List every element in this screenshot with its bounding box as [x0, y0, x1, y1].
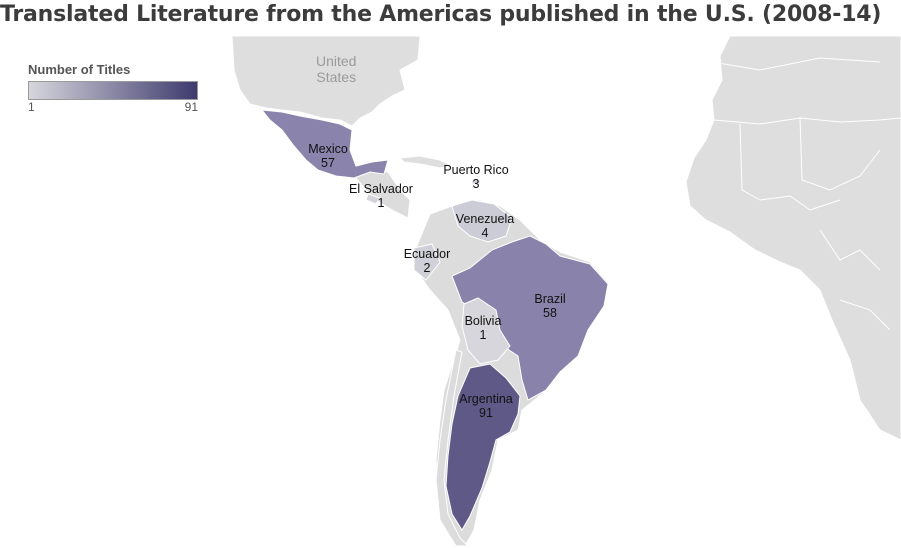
- legend-title: Number of Titles: [28, 62, 131, 77]
- label-brazil-value: 58: [543, 306, 557, 320]
- label-mexico-name: Mexico: [308, 142, 348, 156]
- label-ecuador-name: Ecuador: [403, 247, 451, 261]
- region-argentina[interactable]: [445, 363, 521, 531]
- label-puerto-rico-name: Puerto Rico: [443, 163, 509, 177]
- label-argentina-value: 91: [479, 406, 493, 420]
- label-el-salvador: El Salvador 1: [349, 182, 413, 210]
- label-bolivia-value: 1: [479, 328, 487, 342]
- label-venezuela-name: Venezuela: [455, 212, 515, 226]
- region-ecuador[interactable]: [413, 243, 441, 281]
- label-el-salvador-name: El Salvador: [349, 182, 413, 196]
- land-chile: [435, 349, 470, 547]
- label-venezuela-value: 4: [481, 226, 489, 240]
- color-legend: Number of Titles 1 91: [28, 62, 198, 114]
- label-puerto-rico-value: 3: [472, 177, 480, 191]
- legend-min-label: 1: [28, 100, 35, 114]
- label-bolivia: Bolivia 1: [465, 314, 502, 342]
- label-mexico-value: 57: [321, 156, 335, 170]
- label-brazil: Brazil 58: [534, 292, 565, 320]
- land-africa-europe: [685, 36, 901, 441]
- label-ecuador-value: 2: [423, 261, 431, 275]
- united-states-map-label: United States: [316, 53, 356, 85]
- land-cuba: [398, 155, 454, 169]
- legend-gradient-bar: [28, 81, 198, 100]
- label-puerto-rico: Puerto Rico 3: [443, 163, 508, 191]
- region-puerto-rico[interactable]: [471, 179, 481, 185]
- legend-max-label: 91: [184, 100, 198, 114]
- region-el-salvador[interactable]: [365, 193, 381, 205]
- label-brazil-name: Brazil: [534, 292, 566, 306]
- united-states-label-line1: United: [316, 53, 357, 69]
- region-mexico[interactable]: [260, 109, 389, 179]
- label-argentina-name: Argentina: [459, 392, 513, 406]
- africa-borders: [699, 57, 901, 331]
- label-el-salvador-value: 1: [377, 196, 385, 210]
- label-venezuela: Venezuela 4: [456, 212, 514, 240]
- region-bolivia[interactable]: [461, 297, 511, 365]
- label-argentina: Argentina 91: [459, 392, 513, 420]
- region-venezuela[interactable]: [451, 199, 513, 243]
- map-title: Translated Literature from the Americas …: [0, 2, 882, 27]
- united-states-label-line2: States: [316, 69, 357, 85]
- label-bolivia-name: Bolivia: [464, 314, 502, 328]
- label-ecuador: Ecuador 2: [404, 247, 451, 275]
- label-mexico: Mexico 57: [308, 142, 348, 170]
- choropleth-map[interactable]: [0, 36, 901, 548]
- land-north-america: [231, 36, 421, 127]
